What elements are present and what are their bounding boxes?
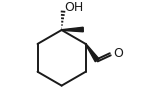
Polygon shape [85, 44, 99, 62]
Text: OH: OH [64, 1, 83, 14]
Polygon shape [62, 27, 83, 32]
Text: O: O [113, 47, 123, 60]
